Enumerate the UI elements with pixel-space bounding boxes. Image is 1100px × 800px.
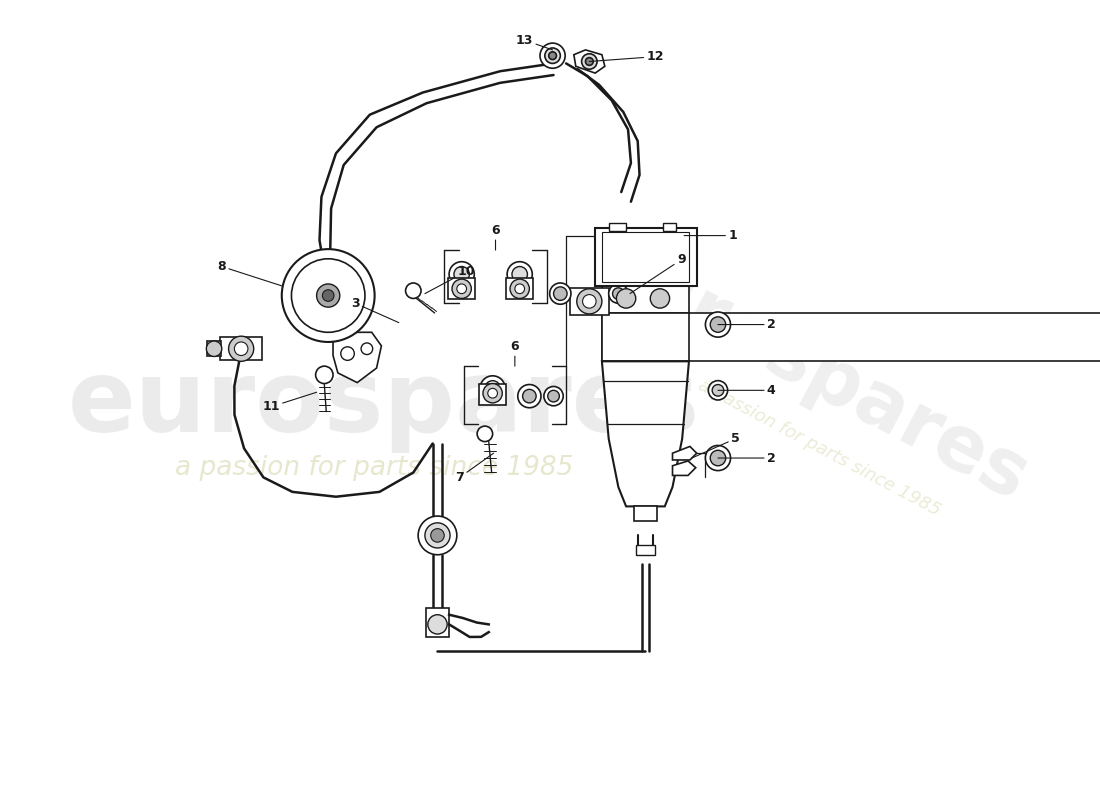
Circle shape — [582, 54, 597, 70]
Polygon shape — [672, 446, 696, 460]
Circle shape — [510, 279, 529, 298]
Text: a passion for parts since 1985: a passion for parts since 1985 — [175, 454, 574, 481]
Polygon shape — [574, 50, 605, 73]
Circle shape — [544, 48, 560, 63]
Circle shape — [650, 289, 670, 308]
Bar — [595, 228, 696, 286]
Circle shape — [711, 317, 726, 332]
Circle shape — [449, 262, 474, 287]
Bar — [602, 313, 689, 362]
Circle shape — [317, 284, 340, 307]
Circle shape — [480, 376, 505, 401]
Circle shape — [711, 450, 726, 466]
Text: 8: 8 — [218, 260, 282, 286]
Bar — [506, 278, 534, 299]
Circle shape — [406, 283, 421, 298]
Circle shape — [425, 523, 450, 548]
Text: 13: 13 — [516, 34, 552, 50]
Circle shape — [549, 52, 557, 59]
Text: 10: 10 — [425, 265, 475, 294]
Bar — [663, 223, 676, 230]
Text: a passion for parts since 1985: a passion for parts since 1985 — [695, 377, 944, 520]
Text: 7: 7 — [455, 453, 494, 484]
Text: 6: 6 — [492, 224, 499, 250]
Circle shape — [507, 262, 532, 287]
Text: 12: 12 — [590, 50, 664, 63]
Bar — [602, 281, 689, 315]
Circle shape — [452, 279, 471, 298]
Circle shape — [616, 289, 636, 308]
Text: 6: 6 — [510, 340, 519, 366]
Circle shape — [234, 342, 248, 355]
Circle shape — [548, 390, 560, 402]
Bar — [602, 232, 689, 282]
Bar — [634, 506, 657, 521]
Circle shape — [585, 58, 593, 66]
Circle shape — [207, 341, 222, 357]
Text: eurospares: eurospares — [68, 356, 701, 454]
Text: 9: 9 — [630, 254, 685, 294]
Circle shape — [608, 284, 628, 303]
Bar — [636, 545, 656, 554]
Circle shape — [483, 383, 503, 403]
Circle shape — [322, 290, 334, 302]
Text: 5: 5 — [692, 432, 740, 458]
Bar — [426, 608, 449, 637]
Bar — [602, 313, 1100, 362]
Circle shape — [485, 381, 501, 396]
Circle shape — [456, 284, 466, 294]
Circle shape — [316, 366, 333, 383]
Text: 11: 11 — [263, 392, 317, 414]
Circle shape — [705, 312, 730, 337]
Polygon shape — [333, 332, 382, 382]
Polygon shape — [672, 461, 695, 475]
Circle shape — [428, 614, 448, 634]
Circle shape — [361, 343, 373, 354]
Bar — [448, 278, 475, 299]
Circle shape — [515, 284, 525, 294]
Circle shape — [282, 249, 375, 342]
Circle shape — [543, 386, 563, 406]
Circle shape — [229, 336, 254, 362]
Circle shape — [454, 266, 470, 282]
Text: 4: 4 — [718, 384, 776, 397]
Text: 3: 3 — [351, 297, 399, 322]
Circle shape — [553, 287, 568, 300]
Text: eurospares: eurospares — [580, 225, 1041, 517]
Circle shape — [292, 258, 365, 332]
Circle shape — [522, 390, 536, 403]
Polygon shape — [602, 362, 689, 506]
Circle shape — [583, 294, 596, 308]
Text: 2: 2 — [718, 318, 776, 331]
Circle shape — [613, 288, 624, 299]
Circle shape — [705, 446, 730, 470]
Text: 2: 2 — [718, 451, 776, 465]
Bar — [608, 223, 626, 230]
Circle shape — [487, 388, 497, 398]
Circle shape — [518, 385, 541, 408]
Circle shape — [708, 381, 727, 400]
Bar — [207, 341, 221, 357]
Bar — [570, 288, 608, 315]
Bar — [220, 337, 263, 360]
Circle shape — [576, 289, 602, 314]
Circle shape — [477, 426, 493, 442]
Circle shape — [712, 385, 724, 396]
Circle shape — [341, 347, 354, 360]
Circle shape — [540, 43, 565, 68]
Circle shape — [512, 266, 527, 282]
Text: 1: 1 — [684, 229, 737, 242]
Circle shape — [418, 516, 456, 554]
Bar — [480, 383, 506, 405]
Circle shape — [431, 529, 444, 542]
Circle shape — [550, 283, 571, 304]
